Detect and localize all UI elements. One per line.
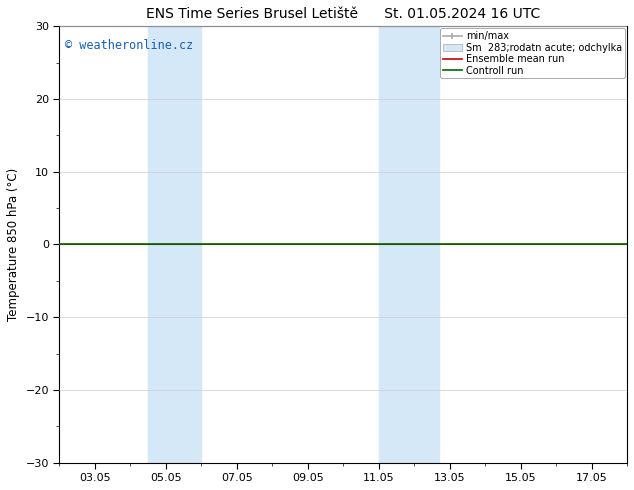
Bar [378, 26, 439, 463]
Text: © weatheronline.cz: © weatheronline.cz [65, 39, 193, 52]
Legend: min/max, Sm  283;rodatn acute; odchylka, Ensemble mean run, Controll run: min/max, Sm 283;rodatn acute; odchylka, … [440, 28, 625, 78]
Bar [148, 26, 202, 463]
Y-axis label: Temperature 850 hPa (°C): Temperature 850 hPa (°C) [7, 168, 20, 321]
Title: ENS Time Series Brusel Letiště      St. 01.05.2024 16 UTC: ENS Time Series Brusel Letiště St. 01.05… [146, 7, 540, 21]
